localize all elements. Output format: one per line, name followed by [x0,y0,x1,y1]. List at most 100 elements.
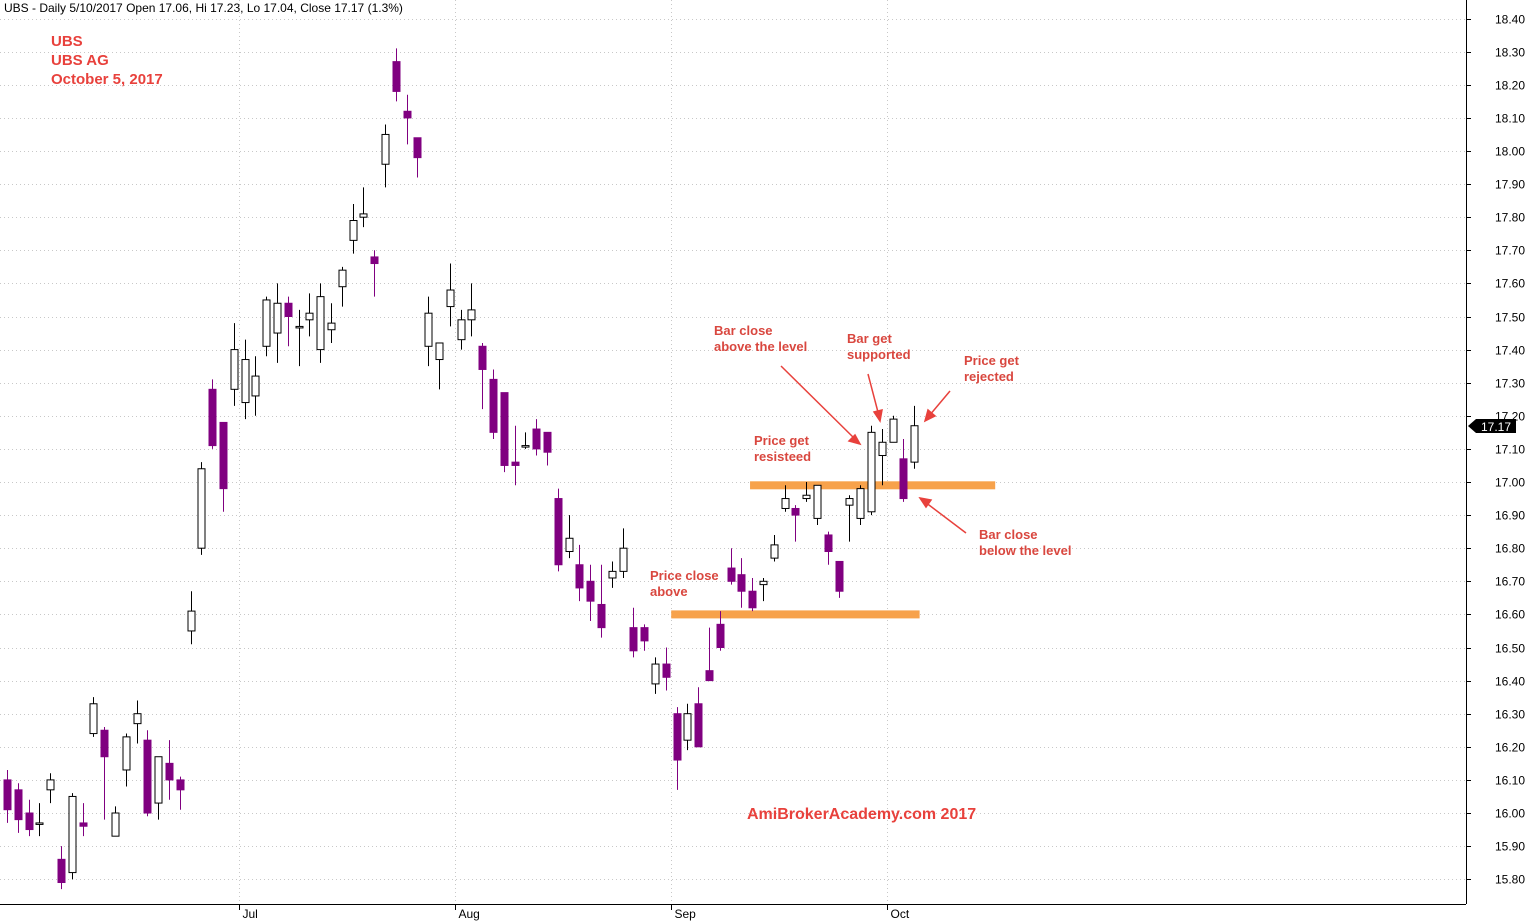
candle [295,309,304,367]
candle [478,342,487,410]
candle [392,48,401,102]
y-tick-label: 16.60 [1495,608,1525,622]
candle [79,803,88,837]
arrow-bar-close-below [924,501,967,534]
candle [262,296,271,357]
candle [737,558,746,608]
x-tick-labels: Jul Aug Sep Oct [239,904,910,921]
candle [89,697,98,737]
candle-body [435,342,444,361]
y-tick-label: 16.20 [1495,741,1525,755]
candle-body [791,507,800,516]
candle-body [489,378,498,433]
arrow-head-price-rejected [923,408,937,423]
y-tick-label: 18.30 [1495,46,1525,60]
candle [705,627,714,682]
candle [349,203,358,254]
candle [727,548,736,585]
candle-body [770,544,779,559]
candle-body [543,431,552,453]
annotation-bar-close-above-line-1: Bar close [714,323,773,338]
candle [662,647,671,691]
chart-header: UBS - Daily 5/10/2017 Open 17.06, Hi 17.… [4,1,403,15]
candle-body [176,779,185,791]
candle-body [165,762,174,781]
candle [403,94,412,145]
candle [856,485,865,526]
annotation-arrows [780,365,967,534]
candle [867,425,876,516]
y-tick-label: 17.50 [1495,311,1525,325]
candle [46,773,55,804]
candle-body [813,484,822,519]
candle [899,438,908,502]
candle [489,369,498,439]
candle [910,405,919,469]
y-tick-label: 16.80 [1495,542,1525,556]
candle [694,687,703,748]
candle [14,783,23,833]
candle-body [133,713,142,725]
y-tick-label: 15.90 [1495,840,1525,854]
candle [100,726,109,820]
candle-body [46,779,55,791]
candle-body [597,603,606,629]
candle [68,793,77,880]
candle-body [586,580,595,602]
candle [619,528,628,578]
candle-body [284,302,293,318]
candle [640,624,649,651]
candle-body [68,795,77,874]
candle-body [737,574,746,592]
candle [165,740,174,800]
candle-body [57,858,66,884]
level-band [671,610,920,619]
arrow-bar-supported [867,373,880,417]
annotation-bar-close-above-line-2: above the level [714,339,807,354]
candles [3,48,919,890]
candle-body [673,713,682,761]
candle-body [100,729,109,758]
candle-body [910,425,919,463]
candle [57,846,66,890]
candle-body [608,570,617,579]
candle-body [122,736,131,771]
candle-body [899,458,908,500]
candle-body [727,567,736,582]
candle [187,591,196,645]
candle-body [802,494,811,500]
candle [176,776,185,810]
candle [889,415,898,443]
candle [251,356,260,416]
candle [446,263,455,327]
candle-body [716,623,725,649]
candle-body [25,812,34,831]
candle [565,515,574,559]
candle [25,799,34,837]
arrow-price-rejected [928,390,951,417]
candle-body [511,461,520,466]
candle-body [327,322,336,331]
candle [208,379,217,449]
annotation-price-rejected-line-1: Price get [964,353,1020,368]
y-tick-label: 18.10 [1495,112,1525,126]
axes [0,0,1467,905]
y-tick-label: 16.70 [1495,575,1525,589]
candle [770,534,779,562]
arrow-head-bar-close-below [918,496,933,509]
x-tick-label: Sep [675,907,697,921]
candle [316,283,325,363]
candle-body [273,302,282,334]
candle-body [683,713,692,741]
candle [824,531,833,565]
candle [543,431,552,466]
candle [273,283,282,363]
candle-body [565,537,574,553]
candle [629,607,638,658]
candle [197,462,206,555]
watermark-date: October 5, 2017 [51,71,163,88]
candle-body [230,349,239,390]
y-tick-labels: 18.40 18.30 18.20 18.10 18.00 17.90 17.80 17.70… [1466,13,1525,887]
y-tick-label: 16.10 [1495,774,1525,788]
candle-body [532,428,541,450]
